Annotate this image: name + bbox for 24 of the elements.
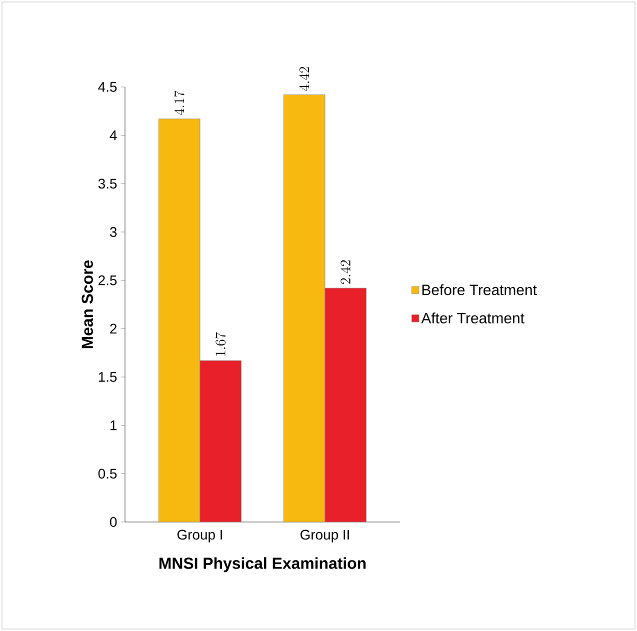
y-tick-label: 2.5 xyxy=(98,275,117,286)
legend-label: Before Treatment xyxy=(422,284,537,296)
legend-label: After Treatment xyxy=(421,312,524,324)
y-tick-label: 3.5 xyxy=(98,178,117,189)
x-tick-label: Group II xyxy=(300,530,349,542)
bar xyxy=(158,118,200,522)
bar xyxy=(200,360,242,522)
y-tick-label: 1.5 xyxy=(98,372,117,382)
data-label: 4. 17 xyxy=(174,90,184,115)
y-tick-label: 4 xyxy=(110,130,117,140)
data-label: 2.42 xyxy=(340,260,350,284)
bar xyxy=(324,288,366,522)
y-tick-label: 4.5 xyxy=(98,82,117,92)
data-label: 1 .67 xyxy=(216,332,226,356)
y-tick-label: 0.5 xyxy=(98,468,117,479)
y-tick-label: 2 xyxy=(110,324,117,334)
bar xyxy=(284,94,326,522)
y-axis-title: Mean Score xyxy=(82,260,93,348)
y-tick-label: 0 xyxy=(110,517,117,527)
y-tick-label: 3 xyxy=(110,227,117,237)
y-tick-label: 1 xyxy=(110,420,117,430)
x-axis-title: MNSI Physical Examination xyxy=(159,557,366,572)
data-label: 4.42 xyxy=(299,66,309,91)
x-tick-label: Group I xyxy=(177,530,222,542)
